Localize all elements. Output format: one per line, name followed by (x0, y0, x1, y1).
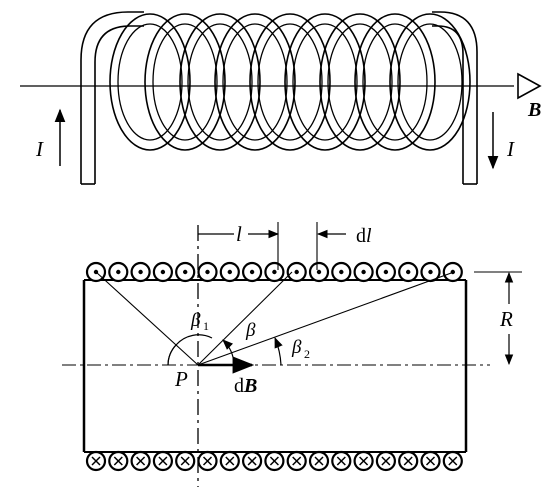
coil-turn-outer (179, 13, 261, 151)
dl-d: d (356, 225, 366, 247)
dl-l: l (366, 225, 372, 247)
ray-to-left-end (95, 271, 199, 366)
coil-turn-outer (319, 13, 401, 151)
cross-symbol-b (247, 456, 257, 466)
cross-symbol-b (381, 456, 391, 466)
coil-turn-inner (222, 23, 288, 141)
beta1-label: β (190, 310, 201, 331)
beta-label: β (245, 320, 256, 341)
beta1-arc-upper (175, 334, 213, 346)
dot-symbol (205, 269, 210, 275)
length-l-label: l (236, 222, 242, 246)
beta2-subscript: 2 (304, 347, 310, 361)
dot-symbol (227, 269, 232, 275)
point-P-label: P (174, 367, 188, 391)
dot-symbol (249, 269, 255, 275)
coil-turn-outer (284, 13, 366, 151)
dot-symbol (116, 269, 121, 275)
coil-turn-inner (117, 23, 183, 141)
cross-symbol-b (359, 456, 369, 466)
coil-turn-inner (327, 23, 393, 141)
dot-symbol (383, 269, 389, 275)
right-lead-wire (432, 11, 478, 184)
left-lead-wire-inner (94, 25, 144, 184)
element-dl-label: dl (356, 225, 372, 247)
coil-turn-outer (214, 13, 296, 151)
dot-symbol (138, 269, 143, 275)
coil-turn-inner (257, 23, 323, 141)
coil-turn-inner (397, 23, 463, 141)
cross-symbol-b (202, 456, 213, 466)
cross-symbol-b (448, 456, 458, 466)
cross-symbol-b (425, 456, 436, 466)
dB-label: dB (234, 375, 257, 397)
dot-symbol (183, 269, 188, 275)
cross-symbol-b (292, 456, 302, 466)
ray-to-element (197, 271, 293, 366)
coil-turn-inner (152, 23, 218, 141)
current-label-left: I (35, 137, 44, 161)
dot-symbol (272, 269, 277, 275)
right-lead-wire-inner (432, 25, 464, 184)
coil-turn-inner (362, 23, 428, 141)
coil-turn-outer (354, 13, 436, 151)
cross-symbol-b (225, 456, 235, 466)
dot-symbol (406, 269, 411, 275)
coil-turn-inner (187, 23, 253, 141)
conductor-row-top (85, 261, 463, 283)
coil-turn-outer (144, 13, 226, 151)
coil-turn-outer (249, 13, 331, 151)
ray-to-right-end (197, 271, 455, 366)
field-B-label: B (527, 99, 541, 121)
beta1-subscript: 1 (203, 319, 209, 333)
dB-d: d (234, 375, 244, 397)
cross-symbol-b (136, 456, 146, 466)
dB-B: B (243, 375, 257, 397)
cross-symbol-b (180, 456, 190, 466)
cross-symbol-b (113, 456, 123, 466)
cross-section-figure: l dl R β 1 β β 2 P dB (62, 222, 522, 487)
solenoid-coil (109, 13, 471, 151)
beta2-label: β (291, 337, 302, 358)
cross-symbol-b (158, 456, 168, 466)
beta1-arc-ext (167, 344, 177, 366)
cross-symbol-b (336, 456, 346, 466)
conductor-row-bottom (85, 450, 463, 472)
current-label-right: I (506, 137, 515, 161)
dot-symbol (160, 269, 166, 275)
dot-symbol (339, 269, 344, 275)
solenoid-figure: I I B (20, 11, 542, 185)
cross-symbol-b (403, 456, 413, 466)
cross-symbol-b (91, 456, 101, 466)
cross-symbol-b (314, 456, 324, 466)
field-B-arrowhead (517, 72, 542, 100)
beta2-arc (274, 337, 283, 366)
dot-symbol (316, 269, 322, 275)
coil-turn-outer (109, 13, 191, 151)
coil-turn-inner (292, 23, 358, 141)
coil-turn-outer (389, 13, 471, 151)
dot-symbol (361, 269, 366, 275)
dot-symbol (428, 269, 433, 275)
left-lead-wire (80, 11, 144, 184)
cross-symbol-b (269, 456, 279, 466)
radius-R-label: R (499, 307, 513, 331)
dot-symbol (294, 269, 299, 275)
